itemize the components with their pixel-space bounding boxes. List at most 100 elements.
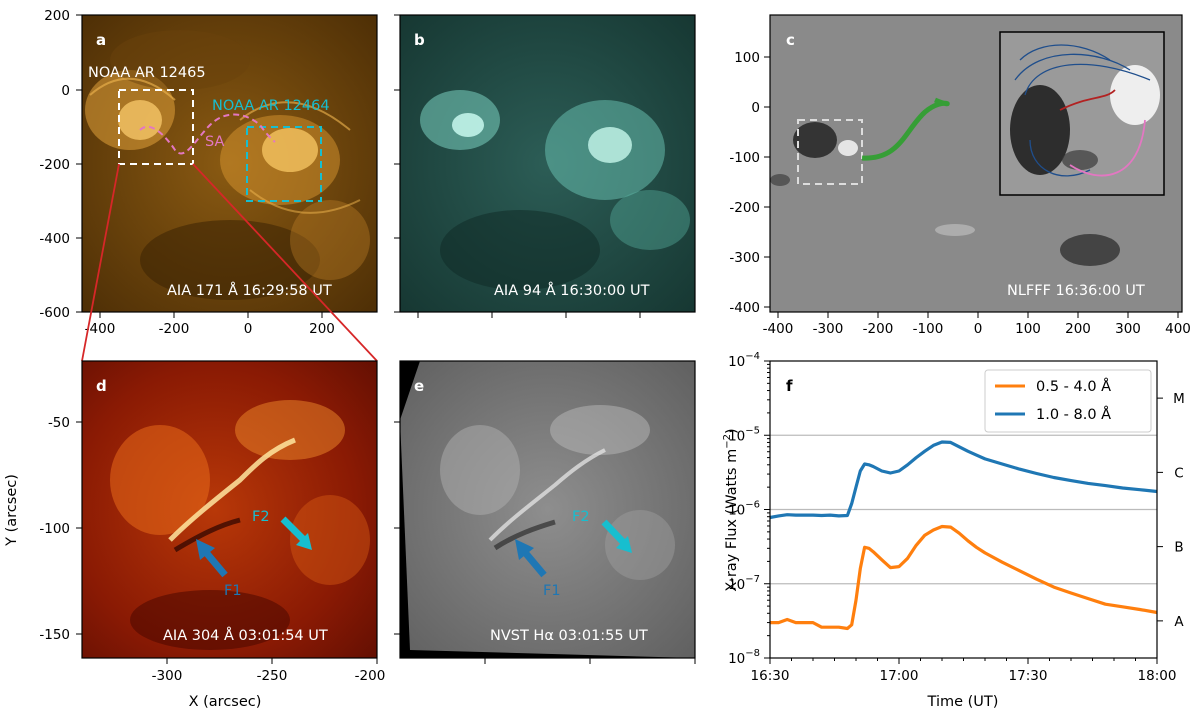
tick-label: -400	[39, 231, 70, 247]
class-label: B	[1174, 540, 1183, 556]
tick-label: -200	[863, 321, 894, 337]
sa-path	[139, 113, 276, 155]
panel-a-label: a	[96, 31, 106, 49]
tick-label: -100	[729, 150, 760, 166]
sa-label: SA	[205, 134, 224, 150]
series-line-0	[770, 524, 1158, 631]
panel-d-yticks: -50 -100 -150	[39, 415, 82, 643]
inset	[999, 31, 1165, 196]
tick-label: -300	[813, 321, 844, 337]
tick-label: -150	[39, 627, 70, 643]
tick-label: -200	[355, 668, 386, 684]
flux-yticks: 10−8 10−7 10−6 10−5 10−4	[728, 351, 770, 667]
tick-label: 300	[1115, 321, 1141, 337]
panel-d: d F1 F2 AIA 304 Å 03:01:54 UT -50 -100 -…	[4, 360, 386, 710]
panel-c-xticks: -400 -300 -200 -100 0 100 200 300 400	[763, 312, 1191, 337]
panel-b-label: b	[414, 31, 425, 49]
legend-label-1: 1.0 - 8.0 Å	[1036, 406, 1111, 423]
chart-xlabel: Time (UT)	[927, 694, 999, 710]
f2-label: F2	[252, 509, 270, 525]
tick-label: 200	[309, 321, 335, 337]
tick-label: 100	[734, 50, 760, 66]
tick-label: -400	[729, 300, 760, 316]
class-label: M	[1173, 391, 1185, 407]
tick-label: 200	[1065, 321, 1091, 337]
panel-a-caption: AIA 171 Å 16:29:58 UT	[167, 282, 332, 299]
panel-d-xticks: -300 -250 -200	[152, 658, 386, 684]
panel-e-label: e	[414, 377, 424, 395]
panel-c: c NLFFF 16:36:00 UT 100 0 -100 -200 -300…	[729, 14, 1191, 337]
f1-arrow	[196, 539, 228, 578]
e-f1-arrow	[515, 539, 547, 578]
aia94-features	[420, 90, 690, 290]
class-label: A	[1174, 614, 1184, 630]
f1-label: F1	[224, 583, 242, 599]
zoom-line-left	[81, 163, 120, 362]
ar12464-label: NOAA AR 12464	[212, 98, 330, 114]
tick-label: -300	[152, 668, 183, 684]
tick-label: 0	[974, 321, 983, 337]
tick-label: -600	[39, 305, 70, 321]
chart-ylabel-sup: −2	[722, 434, 733, 449]
flux-rope	[861, 97, 950, 161]
ytick-label: 10−4	[728, 351, 760, 370]
legend: 0.5 - 4.0 Å 1.0 - 8.0 Å	[984, 369, 1152, 433]
ytick-label: 10−7	[728, 574, 760, 593]
tick-label: -200	[39, 157, 70, 173]
class-label: C	[1174, 465, 1183, 481]
ar12465-box	[118, 89, 194, 165]
panel-e: e F1 F2 NVST Hα 03:01:55 UT	[394, 360, 696, 664]
panel-d-caption: AIA 304 Å 03:01:54 UT	[163, 627, 328, 644]
panel-c-label: c	[786, 31, 795, 49]
panel-b-ticks	[394, 14, 641, 318]
ar12464-box	[246, 126, 322, 202]
tick-label: 100	[1015, 321, 1041, 337]
tick-label: -100	[913, 321, 944, 337]
tick-label: -200	[159, 321, 190, 337]
ytick-label: 10−6	[728, 500, 760, 519]
panel-c-yticks: 100 0 -100 -200 -300 -400	[729, 50, 770, 316]
tick-label: -200	[729, 200, 760, 216]
nvst-image	[400, 361, 695, 658]
xtick-label: 17:30	[1009, 668, 1048, 684]
xtick-label: 18:00	[1138, 668, 1177, 684]
panel-b: b AIA 94 Å 16:30:00 UT	[394, 14, 696, 318]
nvst-features	[440, 405, 675, 580]
class-grid	[770, 434, 1157, 585]
ytick-label: 10−8	[728, 648, 760, 667]
tick-label: 200	[44, 8, 70, 24]
tick-label: -100	[39, 521, 70, 537]
tick-label: -400	[763, 321, 794, 337]
tick-label: -400	[85, 321, 116, 337]
panel-f-label: f	[786, 377, 793, 395]
chart-ylabel-close: )	[724, 428, 740, 434]
tick-label: -50	[48, 415, 70, 431]
panel-d-label: d	[96, 377, 107, 395]
zoom-line-right	[192, 163, 378, 362]
legend-label-0: 0.5 - 4.0 Å	[1036, 378, 1111, 395]
panel-d-xlabel: X (arcsec)	[189, 694, 262, 710]
tick-label: 400	[1165, 321, 1191, 337]
e-f2-arrow	[601, 519, 632, 553]
tick-label: 0	[244, 321, 253, 337]
panel-a-yticks: 200 0 -200 -400 -600	[39, 8, 82, 321]
tick-label: -250	[257, 668, 288, 684]
panel-a-xticks: -400 -200 0 200	[85, 312, 335, 337]
panel-d-ylabel: Y (arcsec)	[4, 474, 20, 547]
xtick-label: 17:00	[880, 668, 919, 684]
panel-f-chart: 10−8 10−7 10−6 10−5 10−4 16:30 17:00 17:30 18:0…	[722, 351, 1185, 710]
chart-ylabel-main: X-ray Flux (Watts m	[724, 449, 740, 592]
panel-e-ticks	[394, 421, 696, 664]
aia304-features	[110, 400, 370, 650]
magnetogram-features	[770, 122, 1120, 266]
time-xticks: 16:30 17:00 17:30 18:00	[751, 658, 1177, 684]
series-line-1	[769, 440, 1158, 520]
tick-label: 0	[61, 83, 70, 99]
panel-e-caption: NVST Hα 03:01:55 UT	[490, 628, 648, 644]
aia171-features	[85, 30, 370, 300]
ar12465-label: NOAA AR 12465	[88, 65, 206, 81]
flux-series	[769, 440, 1158, 631]
panel-c-caption: NLFFF 16:36:00 UT	[1007, 283, 1145, 299]
e-f1-label: F1	[543, 583, 561, 599]
